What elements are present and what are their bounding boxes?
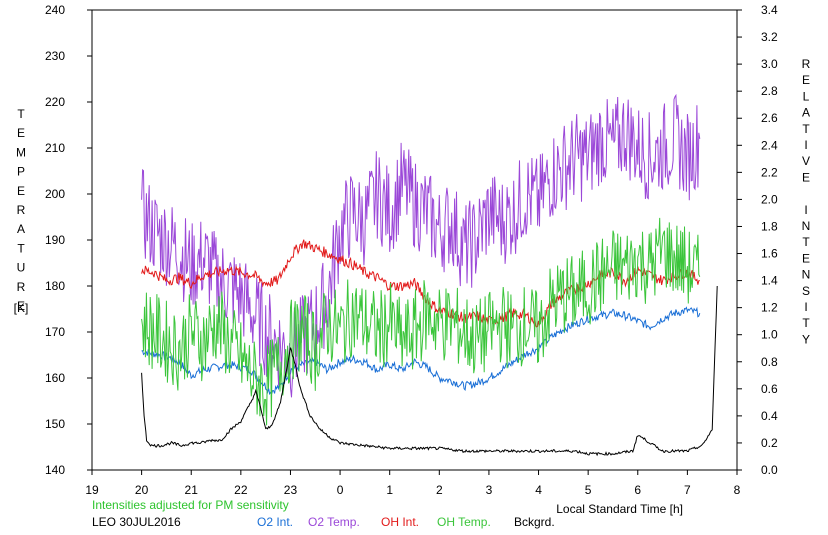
y-right-tick-label: 0.4 [761, 409, 778, 423]
y-right-tick-label: 3.0 [761, 57, 778, 71]
y-left-tick-label: 220 [45, 95, 65, 109]
y-left-tick-label: 210 [45, 141, 65, 155]
y-right-tick-label: 0.6 [761, 382, 778, 396]
x-tick-label: 20 [135, 483, 149, 497]
y-left-tick-label: 150 [45, 417, 65, 431]
axes-layer: 19 20 21 22 23 0 1 2 3 4 5 6 7 8140150160170180190200… [45, 3, 778, 497]
y-right-tick-label: 0.2 [761, 436, 778, 450]
y-right-tick-label: 2.2 [761, 165, 778, 179]
y-right-tick-label: 1.6 [761, 247, 778, 261]
x-tick-label: 5 [585, 483, 592, 497]
y-right-tick-label: 1.8 [761, 219, 778, 233]
legend-bckgrd: Bckgrd. [514, 515, 555, 529]
y-right-tick-label: 2.6 [761, 111, 778, 125]
x-axis-label: Local Standard Time [h] [556, 502, 683, 516]
y-right-tick-label: 2.8 [761, 84, 778, 98]
x-tick-label: 21 [185, 483, 199, 497]
series-line-oh-temp [141, 217, 701, 426]
x-tick-label: 7 [684, 483, 691, 497]
y-left-tick-label: 160 [45, 371, 65, 385]
series-line-oh-int [141, 239, 700, 328]
y-right-tick-label: 2.4 [761, 138, 778, 152]
y-right-tick-label: 2.0 [761, 192, 778, 206]
x-tick-label: 3 [486, 483, 493, 497]
y-left-tick-label: 140 [45, 463, 65, 477]
y-right-tick-label: 1.0 [761, 328, 778, 342]
x-tick-label: 0 [337, 483, 344, 497]
y-left-tick-label: 200 [45, 187, 65, 201]
series-layer [141, 93, 718, 457]
station-date: LEO 30JUL2016 [92, 515, 181, 529]
y-left-tick-label: 170 [45, 325, 65, 339]
y-left-tick-label: 190 [45, 233, 65, 247]
legend-o2-temp: O2 Temp. [308, 515, 360, 529]
series-line-bckgrd [141, 285, 718, 457]
y-left-tick-label: 240 [45, 3, 65, 17]
legend-oh-int: OH Int. [381, 515, 419, 529]
sensitivity-note: Intensities adjusted for PM sensitivity [92, 498, 289, 512]
y-right-tick-label: 0.8 [761, 355, 778, 369]
legend-oh-temp: OH Temp. [437, 515, 491, 529]
x-tick-label: 19 [85, 483, 99, 497]
series-line-o2-int [141, 306, 701, 396]
y-right-tick-label: 1.2 [761, 301, 778, 315]
series-line-o2-temp [141, 93, 701, 398]
x-tick-label: 6 [634, 483, 641, 497]
left-axis-unit: [K] [14, 301, 29, 315]
x-tick-label: 4 [535, 483, 542, 497]
y-left-tick-label: 180 [45, 279, 65, 293]
legend: O2 Int. O2 Temp. OH Int. OH Temp. Bckgrd… [257, 515, 555, 529]
y-right-tick-label: 0.0 [761, 463, 778, 477]
x-tick-label: 1 [386, 483, 393, 497]
y-right-tick-label: 1.4 [761, 274, 778, 288]
legend-o2-int: O2 Int. [257, 515, 293, 529]
y-right-tick-label: 3.2 [761, 30, 778, 44]
x-tick-label: 23 [284, 483, 298, 497]
y-right-tick-label: 3.4 [761, 3, 778, 17]
x-tick-label: 22 [234, 483, 248, 497]
x-tick-label: 8 [734, 483, 741, 497]
x-tick-label: 2 [436, 483, 443, 497]
y-left-tick-label: 230 [45, 49, 65, 63]
